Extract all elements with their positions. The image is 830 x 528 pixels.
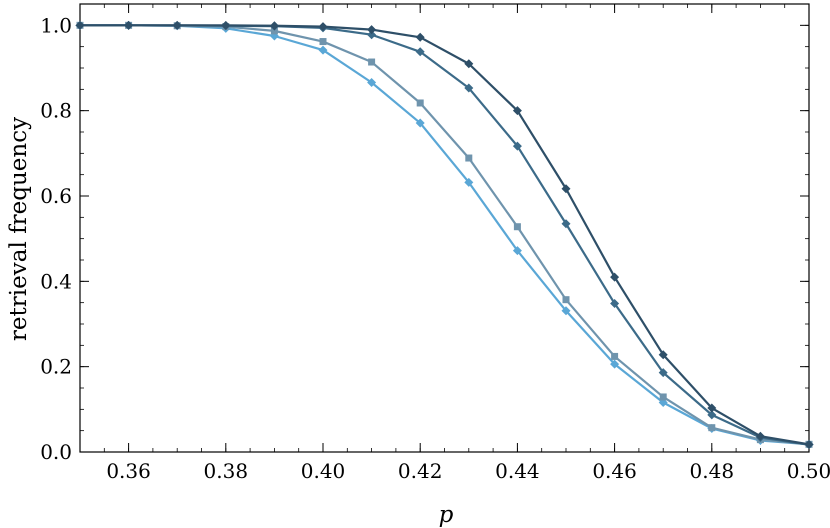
series-3-point (465, 154, 473, 162)
series-1-point (464, 59, 474, 69)
y-tick-label: 0.8 (40, 99, 72, 123)
series-1-point (561, 184, 571, 194)
series-2-point (415, 47, 425, 57)
y-tick-label: 1.0 (40, 13, 72, 37)
series-2-line (80, 24, 810, 446)
series-4-point (415, 118, 425, 128)
series-3-point (270, 27, 278, 35)
x-tick-label: 0.38 (204, 459, 249, 483)
series-1-point (269, 21, 279, 31)
x-tick-label: 0.50 (787, 459, 830, 483)
series-3-point (416, 99, 424, 107)
x-tick-label: 0.46 (592, 459, 637, 483)
y-tick-label: 0.6 (40, 184, 72, 208)
y-tick-label: 0.0 (40, 440, 72, 464)
series-1-line (80, 24, 810, 446)
series-2-point (512, 141, 522, 151)
x-axis-title: p (439, 502, 454, 528)
series-1-point (658, 350, 668, 360)
series-3-point (611, 352, 619, 360)
series-1 (75, 20, 814, 449)
series-1-point (172, 20, 182, 30)
series-2-point (610, 299, 620, 309)
series-3-point (708, 424, 716, 432)
x-tick-label: 0.48 (690, 459, 735, 483)
series-1-point (610, 272, 620, 282)
x-tick-label: 0.40 (301, 459, 346, 483)
series-1-point (124, 20, 134, 30)
series-3-point (368, 58, 376, 66)
series-2-point (658, 368, 668, 378)
series-3-point (562, 296, 570, 304)
series-2-point (707, 410, 717, 420)
series-1-point (804, 439, 814, 449)
series-4-point (512, 246, 522, 256)
series-1-point (512, 106, 522, 116)
series-1-point (707, 403, 717, 413)
series-1-point (367, 25, 377, 35)
series-4-point (561, 306, 571, 316)
y-axis-title: retrieval frequency (6, 117, 32, 341)
series-layer (75, 20, 814, 450)
series-3-point (659, 393, 667, 401)
series-1-point (221, 20, 231, 30)
series-1-point (415, 32, 425, 42)
series-4-point (318, 45, 328, 55)
axis-ticks: 0.36 0.38 0.40 0.42 0.44 0.46 0.48 0.50 0.0 0.2 0.… (40, 3, 830, 483)
series-3-point (513, 223, 521, 231)
series-2-point (561, 219, 571, 229)
x-tick-label: 0.42 (398, 459, 443, 483)
series-1-point (318, 22, 328, 32)
series-3-point (319, 38, 327, 46)
series-4 (75, 20, 814, 449)
y-tick-label: 0.4 (40, 269, 72, 293)
series-2 (75, 20, 814, 450)
x-tick-label: 0.44 (495, 459, 540, 483)
series-3-line (80, 24, 810, 446)
series-1-point (75, 20, 85, 30)
series-2-point (464, 83, 474, 93)
series-4-point (367, 78, 377, 88)
series-4-line (80, 24, 810, 446)
series-2-point (367, 30, 377, 40)
x-tick-label: 0.36 (106, 459, 151, 483)
y-tick-label: 0.2 (40, 355, 72, 379)
series-3 (76, 21, 813, 448)
series-4-point (464, 177, 474, 187)
series-4-point (610, 359, 620, 369)
series-1-point (755, 431, 765, 441)
